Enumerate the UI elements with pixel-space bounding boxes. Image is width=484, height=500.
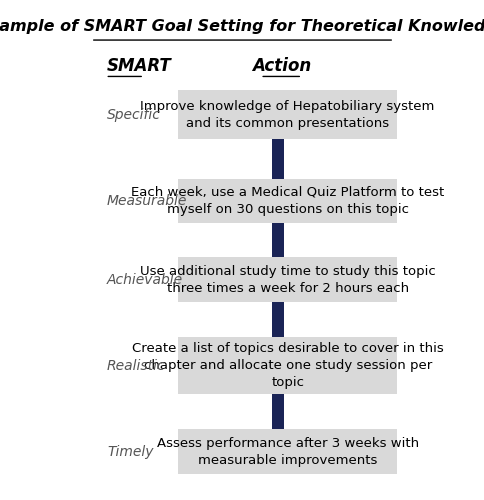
FancyBboxPatch shape <box>272 140 283 178</box>
Text: Use additional study time to study this topic
three times a week for 2 hours eac: Use additional study time to study this … <box>139 264 435 294</box>
FancyBboxPatch shape <box>178 178 396 223</box>
FancyBboxPatch shape <box>178 338 396 394</box>
FancyBboxPatch shape <box>272 302 283 338</box>
Text: Action: Action <box>251 56 310 74</box>
Text: Measurable: Measurable <box>107 194 187 208</box>
Text: Each week, use a Medical Quiz Platform to test
myself on 30 questions on this to: Each week, use a Medical Quiz Platform t… <box>131 186 443 216</box>
FancyBboxPatch shape <box>272 394 283 430</box>
Text: Assess performance after 3 weeks with
measurable improvements: Assess performance after 3 weeks with me… <box>156 436 418 466</box>
FancyBboxPatch shape <box>178 430 396 474</box>
Text: Timely: Timely <box>107 444 153 458</box>
Text: Improve knowledge of Hepatobiliary system
and its common presentations: Improve knowledge of Hepatobiliary syste… <box>140 100 434 130</box>
FancyBboxPatch shape <box>178 258 396 302</box>
Text: Specific: Specific <box>107 108 161 122</box>
FancyBboxPatch shape <box>272 223 283 258</box>
Text: SMART: SMART <box>107 56 171 74</box>
Text: Realistic: Realistic <box>107 358 165 372</box>
Text: Create a list of topics desirable to cover in this
chapter and allocate one stud: Create a list of topics desirable to cov… <box>132 342 443 389</box>
FancyBboxPatch shape <box>178 90 396 140</box>
Text: Example of SMART Goal Setting for Theoretical Knowledge: Example of SMART Goal Setting for Theore… <box>0 19 484 34</box>
Text: Achievable: Achievable <box>107 272 183 286</box>
